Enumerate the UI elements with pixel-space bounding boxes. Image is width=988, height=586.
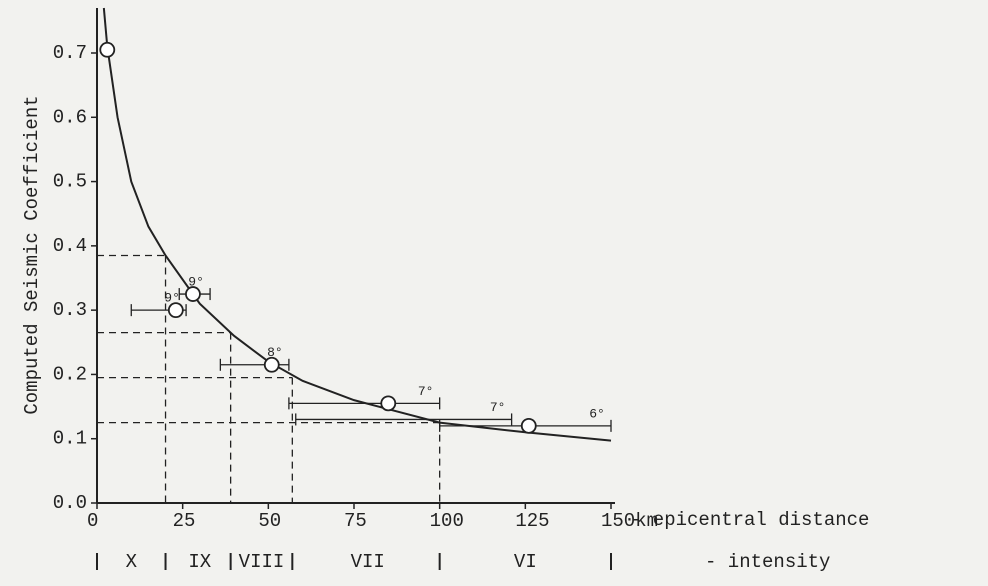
y-tick-label: 0.5 [53, 171, 87, 193]
y-tick-label: 0.6 [53, 106, 87, 128]
x-tick-label: 100 [430, 510, 464, 532]
point [99, 41, 116, 58]
range-label: 9° [188, 275, 204, 290]
x-axis-label: - epicentral distance [630, 509, 869, 531]
point [185, 286, 201, 302]
intensity-zone: IX [188, 551, 211, 573]
range-label: 7° [418, 384, 434, 399]
y-tick-label: 0.4 [53, 235, 87, 257]
x-tick-label: 25 [173, 510, 196, 532]
point [520, 417, 537, 434]
y-tick-label: 0.2 [53, 363, 87, 385]
y-tick-label: 0.7 [53, 42, 87, 64]
range-label: 6° [589, 406, 605, 421]
y-axis-label: Computed Seismic Coefficient [21, 95, 43, 414]
x-tick-label: 150km [601, 510, 658, 532]
range-label: 7° [490, 400, 506, 415]
intensity-label: - intensity [705, 551, 830, 573]
x-tick-label: 75 [344, 510, 367, 532]
point [380, 395, 397, 412]
point [263, 356, 280, 373]
range-label: 9° [164, 291, 180, 306]
y-tick-label: 0.3 [53, 299, 87, 321]
intensity-zone: VII [351, 551, 385, 573]
x-tick-label: 50 [258, 510, 281, 532]
x-tick-label: 125 [515, 510, 549, 532]
intensity-zone: VI [514, 551, 537, 573]
intensity-zone: X [126, 551, 138, 573]
x-tick-label: 0 [87, 510, 98, 532]
range-label: 8° [267, 345, 283, 360]
point [167, 302, 184, 319]
intensity-zone: VIII [239, 551, 285, 573]
y-tick-label: 0.0 [53, 492, 87, 514]
y-tick-label: 0.1 [53, 428, 87, 450]
